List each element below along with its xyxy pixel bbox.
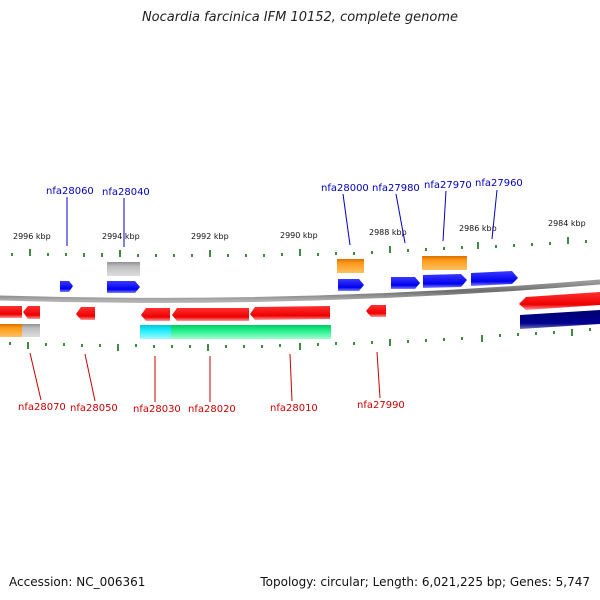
cds-block[interactable] [422, 256, 467, 270]
gene-label[interactable]: nfa27990 [357, 400, 405, 411]
gene-arrow-reverse[interactable] [172, 308, 249, 321]
gene-label[interactable]: nfa28070 [18, 402, 66, 413]
cds-block[interactable] [107, 262, 140, 276]
cds-block[interactable] [520, 310, 600, 329]
scale-label: 2988 kbp [369, 228, 407, 237]
gene-arrow-forward[interactable] [391, 277, 420, 289]
gene-label[interactable]: nfa28030 [133, 404, 181, 415]
reverse-strand-features [0, 292, 600, 339]
gene-label[interactable]: nfa28040 [102, 187, 150, 198]
gene-arrow-forward[interactable] [471, 271, 518, 286]
cds-block[interactable] [171, 325, 331, 339]
top-gene-labels: nfa28060 nfa28040 nfa28000 nfa27980 nfa2… [46, 178, 523, 198]
scale-labels: 2996 kbp 2994 kbp 2992 kbp 2990 kbp 2988… [13, 219, 586, 241]
scale-ticks-top [11, 237, 587, 257]
scale-label: 2984 kbp [548, 219, 586, 228]
cds-block[interactable] [337, 259, 364, 273]
gene-label[interactable]: nfa27980 [372, 183, 420, 194]
scale-label: 2996 kbp [13, 232, 51, 241]
gene-arrow-reverse[interactable] [519, 292, 600, 310]
genome-summary-text: Topology: circular; Length: 6,021,225 bp… [260, 575, 590, 589]
cds-block[interactable] [22, 324, 40, 337]
scale-label: 2992 kbp [191, 232, 229, 241]
scale-label: 2986 kbp [459, 224, 497, 233]
genome-backbone [0, 279, 600, 303]
gene-arrow-reverse[interactable] [366, 305, 386, 317]
gene-arrow-reverse[interactable] [0, 306, 22, 318]
scale-ticks-bottom [9, 328, 591, 351]
gene-label[interactable]: nfa28050 [70, 403, 118, 414]
bottom-label-leaders [29, 351, 381, 402]
scale-label: 2990 kbp [280, 231, 318, 240]
cds-block[interactable] [0, 324, 22, 337]
gene-label[interactable]: nfa28060 [46, 186, 94, 197]
accession-text: Accession: NC_006361 [9, 575, 146, 589]
gene-arrow-reverse[interactable] [23, 306, 40, 319]
gene-arrow-forward[interactable] [423, 274, 467, 288]
forward-strand-features [60, 256, 518, 293]
gene-arrow-reverse[interactable] [76, 307, 95, 320]
gene-label[interactable]: nfa27960 [475, 178, 523, 189]
gene-label[interactable]: nfa28020 [188, 404, 236, 415]
gene-label[interactable]: nfa28000 [321, 183, 369, 194]
bottom-gene-labels: nfa28070 nfa28050 nfa28030 nfa28020 nfa2… [18, 400, 405, 415]
gene-label[interactable]: nfa27970 [424, 180, 472, 191]
gene-arrow-forward[interactable] [60, 281, 73, 292]
cds-block[interactable] [140, 325, 171, 339]
gene-label[interactable]: nfa28010 [270, 403, 318, 414]
map-title: Nocardia farcinica IFM 10152, complete g… [141, 10, 459, 25]
gene-arrow-reverse[interactable] [250, 306, 330, 320]
scale-label: 2994 kbp [102, 232, 140, 241]
gene-arrow-forward[interactable] [338, 279, 364, 291]
top-label-leaders [66, 189, 498, 247]
gene-arrow-forward[interactable] [107, 281, 140, 293]
gene-arrow-reverse[interactable] [141, 308, 170, 321]
